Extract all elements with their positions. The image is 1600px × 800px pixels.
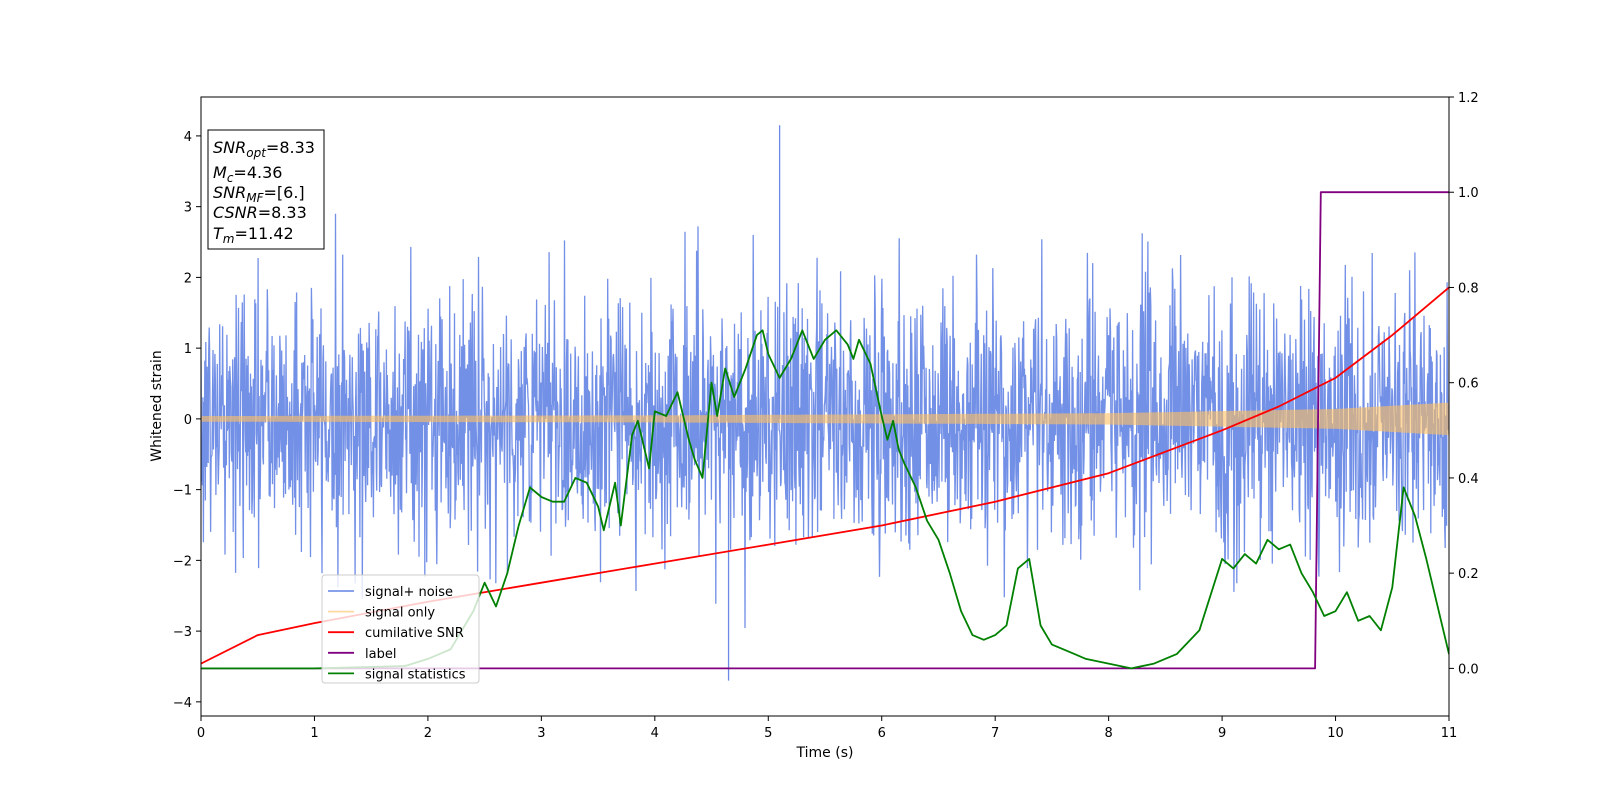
info-snr-mf-sub: MF: [246, 191, 264, 205]
info-box-frame: [207, 129, 325, 250]
signal-only-layer: [201, 402, 1449, 436]
info-tm-sub: m: [223, 232, 235, 246]
info-mc-value: =4.36: [233, 163, 282, 182]
y-left-tick-label: −2: [173, 554, 192, 569]
info-csnr-value: =8.33: [258, 203, 307, 222]
y-right-tick-label: 0.0: [1458, 662, 1479, 677]
x-tick-label: 11: [1441, 726, 1458, 741]
info-tm-base: T: [213, 224, 224, 243]
legend-entries: signal+ noise signal only cumilative SNR la…: [328, 585, 466, 682]
y-right-tick-label: 0.6: [1458, 377, 1479, 392]
y-right-tick-label: 0.8: [1458, 281, 1479, 296]
y-right-tick-label: 0.4: [1458, 472, 1479, 487]
info-mc-sub: c: [227, 171, 234, 185]
legend-frame: [321, 574, 480, 684]
y-right-tick-label: 1.2: [1458, 91, 1479, 106]
x-tick-label: 0: [197, 726, 205, 741]
legend-label: label: [365, 647, 396, 662]
y-right-axis-ticks: 1.2 1.0 0.8 0.6 0.4 0.2 0.0: [1449, 91, 1479, 677]
info-tm: Tm=11.42: [213, 224, 294, 246]
y-left-tick-label: 0: [184, 413, 192, 428]
x-axis-ticks: 0 1 2 3 4 5 6 7 8 9 10 11: [197, 716, 1457, 741]
label-layer: [201, 191, 1449, 670]
x-tick-label: 8: [1104, 726, 1112, 741]
plot-frame: [200, 96, 1450, 717]
signal-only-band: [201, 402, 1449, 436]
info-snr-opt-value: =8.33: [266, 138, 315, 157]
legend-label: signal statistics: [365, 667, 466, 682]
y-axis-label: Whitened strain: [149, 350, 165, 461]
x-tick-label: 6: [878, 726, 886, 741]
info-snr-mf-base: SNR: [213, 183, 246, 202]
y-left-tick-label: −4: [173, 696, 192, 711]
signal-statistics-layer: [201, 329, 1449, 670]
legend-label: signal+ noise: [365, 585, 453, 600]
info-csnr-base: CSNR: [213, 203, 258, 222]
info-snr-mf: SNRMF=[6.]: [213, 183, 305, 205]
info-mc: Mc=4.36: [213, 163, 282, 185]
x-tick-label: 7: [991, 726, 999, 741]
signal-noise-line: [201, 213, 1449, 629]
y-left-tick-label: 4: [184, 130, 192, 145]
info-mc-base: M: [213, 163, 227, 182]
info-tm-value: =11.42: [234, 224, 293, 243]
legend-label: signal only: [365, 606, 435, 621]
x-tick-label: 9: [1218, 726, 1226, 741]
signal-noise-layer: [201, 125, 1449, 681]
x-tick-label: 4: [651, 726, 659, 741]
y-left-tick-label: 3: [184, 201, 192, 216]
info-snr-opt: SNRopt=8.33: [213, 138, 315, 160]
y-left-axis-ticks: 4 3 2 1 0 −1 −2 −3 −4: [173, 130, 201, 711]
x-tick-label: 3: [537, 726, 545, 741]
x-tick-label: 2: [424, 726, 432, 741]
y-left-tick-label: 2: [184, 271, 192, 286]
y-left-tick-label: −1: [173, 484, 192, 499]
info-csnr: CSNR=8.33: [213, 203, 307, 222]
info-box: SNRopt=8.33 Mc=4.36 SNRMF=[6.] CSNR=8.33…: [207, 129, 325, 250]
signal-statistics-line: [201, 329, 1449, 670]
y-right-tick-label: 1.0: [1458, 186, 1479, 201]
legend-label: cumilative SNR: [365, 626, 464, 641]
x-tick-label: 5: [764, 726, 772, 741]
label-line: [201, 191, 1449, 670]
x-tick-label: 10: [1327, 726, 1344, 741]
y-left-tick-label: −3: [173, 625, 192, 640]
legend: signal+ noise signal only cumilative SNR la…: [321, 574, 480, 684]
info-snr-mf-value: =[6.]: [264, 183, 305, 202]
x-axis-label: Time (s): [796, 745, 854, 761]
x-tick-label: 1: [310, 726, 318, 741]
info-snr-opt-base: SNR: [213, 138, 246, 157]
y-left-tick-label: 1: [184, 342, 192, 357]
y-right-tick-label: 0.2: [1458, 567, 1479, 582]
info-snr-opt-sub: opt: [246, 146, 267, 160]
